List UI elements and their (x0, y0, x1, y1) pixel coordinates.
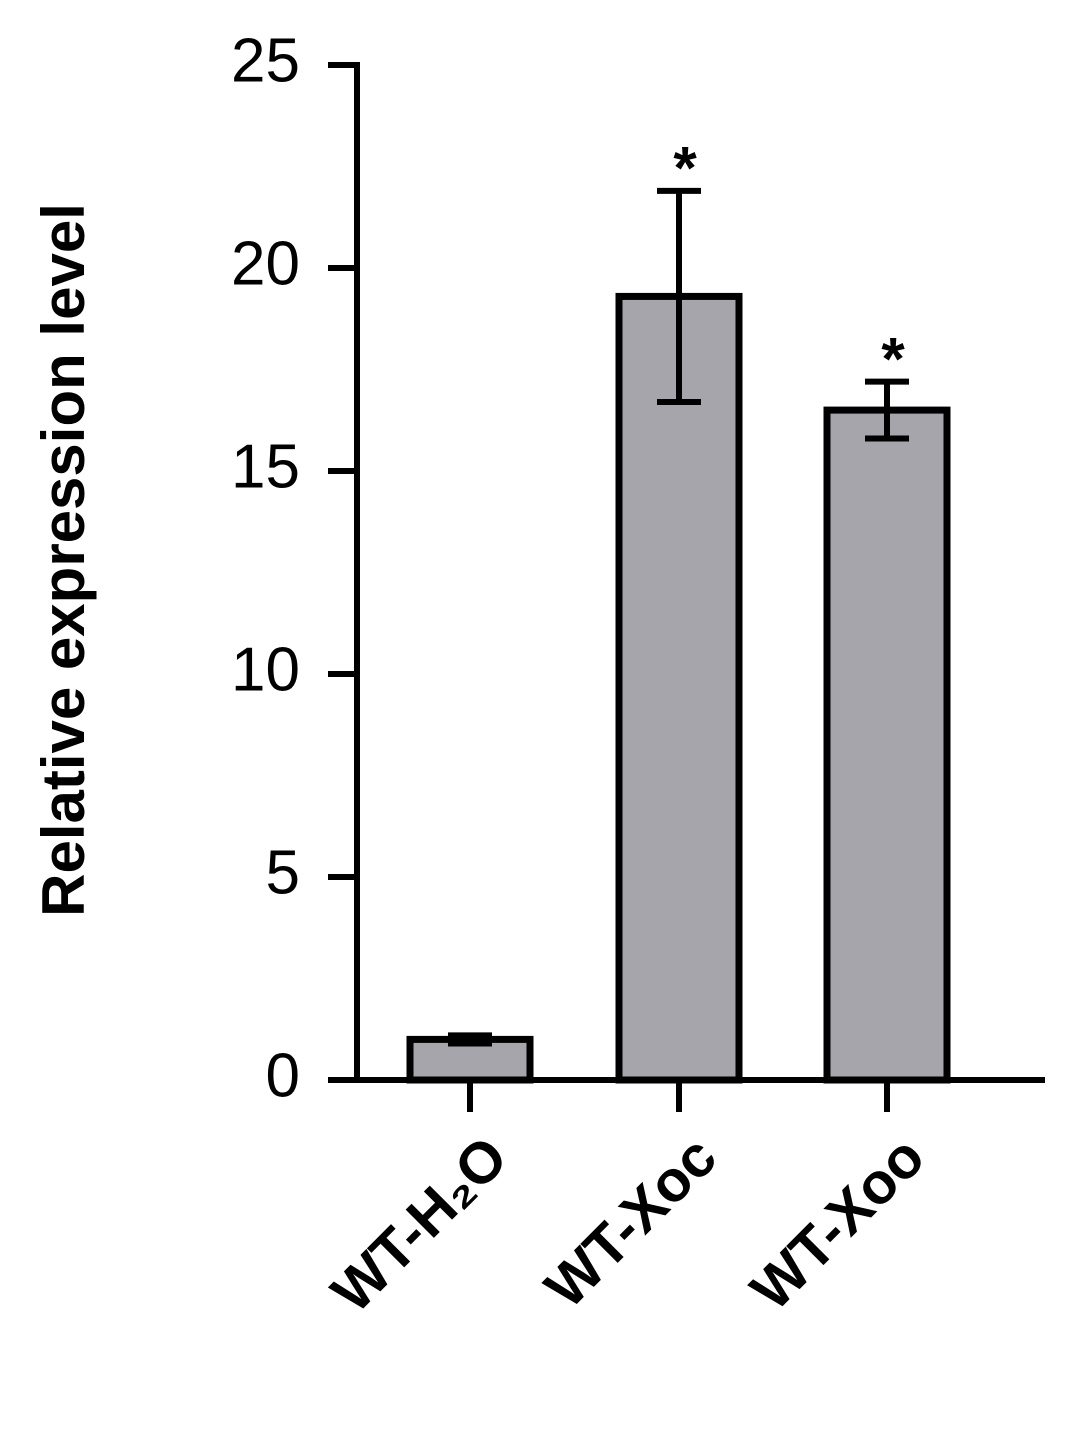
bar (615, 292, 743, 1084)
error-bar (865, 378, 909, 442)
bar (823, 406, 951, 1084)
y-axis-title: Relative expression level (30, 203, 97, 917)
x-tick-label: WT-H₂O (319, 1124, 520, 1325)
y-tick-label: 15 (231, 432, 300, 501)
error-bar (448, 1032, 492, 1047)
y-tick-label: 20 (231, 229, 300, 298)
y-tick-label: 25 (231, 26, 300, 95)
x-tick-label: WT-Xoo (738, 1124, 937, 1323)
y-tick-label: 0 (266, 1041, 300, 1110)
significance-mark: * (673, 135, 697, 202)
x-tick-label: WT-Xoc (533, 1124, 729, 1320)
significance-mark: * (881, 326, 905, 393)
y-tick-label: 5 (266, 838, 300, 907)
error-bar (657, 187, 701, 405)
y-tick-label: 10 (231, 635, 300, 704)
